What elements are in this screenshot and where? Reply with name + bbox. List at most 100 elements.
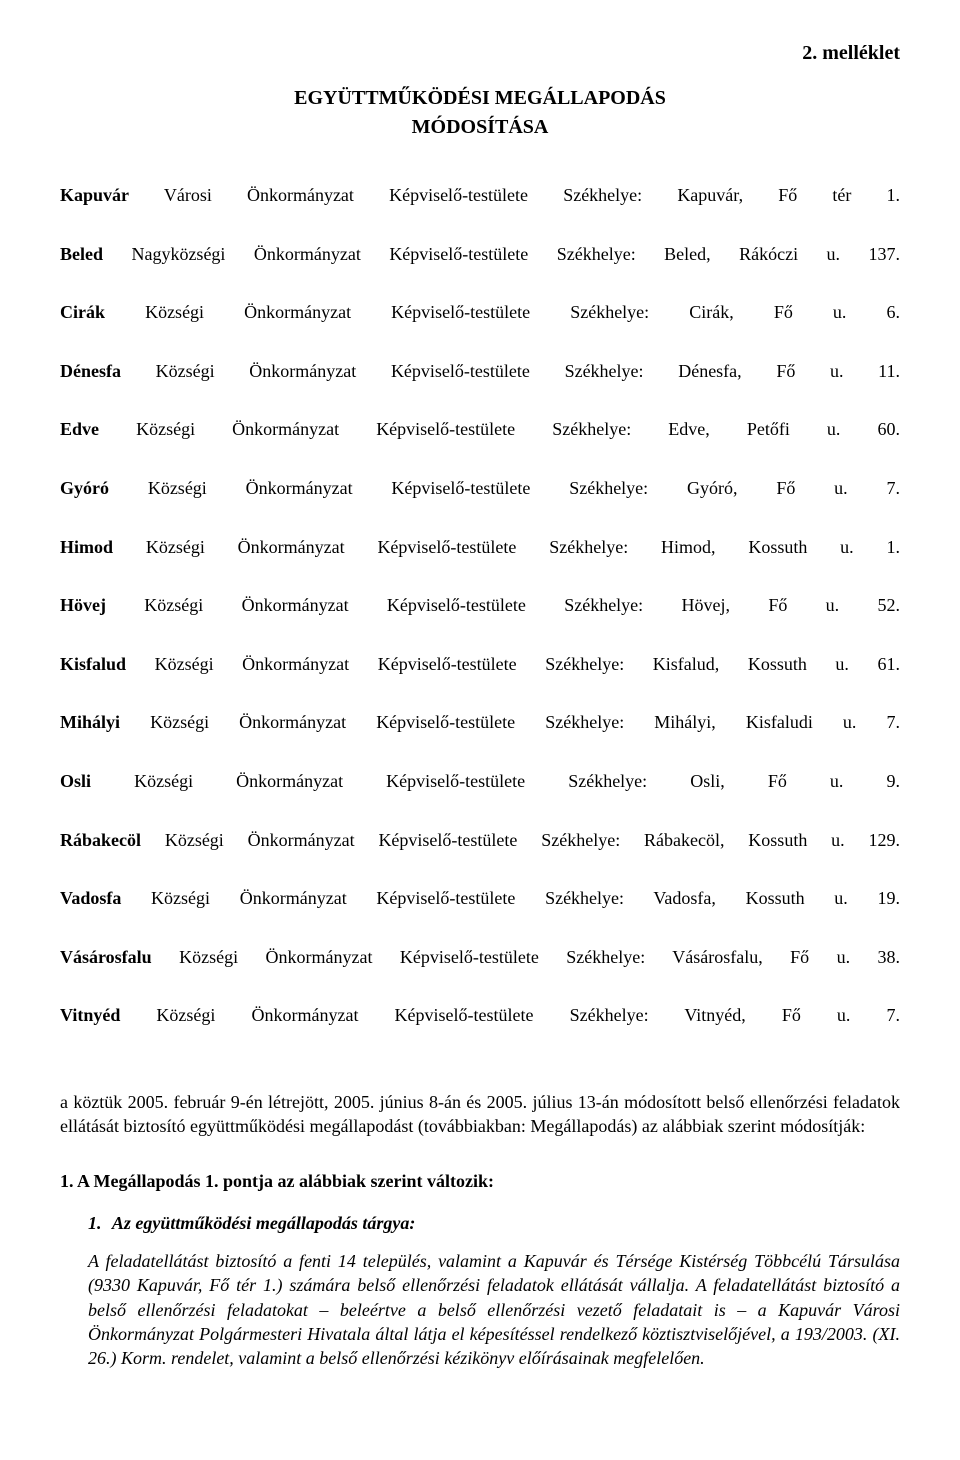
- section-1-item: 1. Az együttműködési megállapodás tárgya…: [88, 1211, 900, 1235]
- entity-name-bold: Edve: [60, 419, 99, 439]
- entity-body: Képviselő-testülete: [378, 830, 541, 850]
- entity-seat: Dénesfa, Fő u. 11.: [678, 361, 900, 381]
- entity-seat-label: Székhelye:: [545, 654, 653, 674]
- entity-name-rest: Községi Önkormányzat: [91, 771, 386, 791]
- entity-row: Rábakecöl Községi Önkormányzat Képviselő…: [60, 828, 900, 877]
- entity-body: Képviselő-testülete: [376, 888, 545, 908]
- entity-seat: Edve, Petőfi u. 60.: [668, 419, 900, 439]
- entity-row: Edve Községi Önkormányzat Képviselő-test…: [60, 417, 900, 466]
- entity-name-rest: Községi Önkormányzat: [152, 947, 400, 967]
- entity-seat-label: Székhelye:: [565, 361, 679, 381]
- entity-name-bold: Vásárosfalu: [60, 947, 152, 967]
- entity-name-bold: Kisfalud: [60, 654, 126, 674]
- entity-seat: Vitnyéd, Fő u. 7.: [684, 1005, 900, 1025]
- entity-row: Vitnyéd Községi Önkormányzat Képviselő-t…: [60, 1003, 900, 1052]
- entity-seat-label: Székhelye:: [568, 771, 690, 791]
- annex-label: 2. melléklet: [60, 40, 900, 67]
- entity-name-bold: Hövej: [60, 595, 106, 615]
- item-number: 1.: [88, 1211, 108, 1235]
- entity-name-rest: Községi Önkormányzat: [121, 361, 391, 381]
- entity-name-bold: Vitnyéd: [60, 1005, 120, 1025]
- entity-body: Képviselő-testülete: [395, 1005, 570, 1025]
- section-1-heading: 1. A Megállapodás 1. pontja az alábbiak …: [60, 1169, 900, 1193]
- entity-name-rest: Községi Önkormányzat: [141, 830, 378, 850]
- entity-body: Képviselő-testülete: [387, 595, 564, 615]
- entity-seat-label: Székhelye:: [566, 947, 672, 967]
- entity-seat-label: Székhelye:: [557, 244, 664, 264]
- entity-body: Képviselő-testülete: [391, 302, 570, 322]
- entity-seat: Gyóró, Fő u. 7.: [687, 478, 900, 498]
- entity-seat-label: Székhelye:: [552, 419, 668, 439]
- entity-seat-label: Székhelye:: [570, 302, 689, 322]
- entity-row: Cirák Községi Önkormányzat Képviselő-tes…: [60, 300, 900, 349]
- entity-name-bold: Kapuvár: [60, 185, 129, 205]
- doc-title: EGYÜTTMŰKÖDÉSI MEGÁLLAPODÁS: [60, 85, 900, 112]
- entity-seat-label: Székhelye:: [545, 888, 653, 908]
- entity-seat: Cirák, Fő u. 6.: [689, 302, 900, 322]
- entity-name-bold: Gyóró: [60, 478, 109, 498]
- entity-seat-label: Székhelye:: [569, 478, 687, 498]
- entity-seat: Mihályi, Kisfaludi u. 7.: [654, 712, 900, 732]
- entity-seat: Osli, Fő u. 9.: [690, 771, 900, 791]
- entity-seat: Himod, Kossuth u. 1.: [661, 537, 900, 557]
- entity-name-rest: Községi Önkormányzat: [121, 888, 376, 908]
- entity-name-rest: Községi Önkormányzat: [106, 595, 387, 615]
- entity-name-rest: Községi Önkormányzat: [99, 419, 376, 439]
- entity-row: Vadosfa Községi Önkormányzat Képviselő-t…: [60, 886, 900, 935]
- entity-body: Képviselő-testülete: [376, 419, 552, 439]
- entity-name-rest: Községi Önkormányzat: [120, 712, 376, 732]
- entity-body: Képviselő-testülete: [386, 771, 568, 791]
- entity-seat-label: Székhelye:: [564, 595, 681, 615]
- section-1-body: A feladatellátást biztosító a fenti 14 t…: [88, 1249, 900, 1370]
- entity-name-rest: Községi Önkormányzat: [113, 537, 377, 557]
- entity-row: Dénesfa Községi Önkormányzat Képviselő-t…: [60, 359, 900, 408]
- entity-seat: Hövej, Fő u. 52.: [682, 595, 900, 615]
- entity-row: Mihályi Községi Önkormányzat Képviselő-t…: [60, 710, 900, 759]
- entity-body: Képviselő-testülete: [389, 185, 563, 205]
- entity-name-bold: Vadosfa: [60, 888, 121, 908]
- entity-row: Hövej Községi Önkormányzat Képviselő-tes…: [60, 593, 900, 642]
- entity-seat-label: Székhelye:: [545, 712, 654, 732]
- entity-name-rest: Községi Önkormányzat: [126, 654, 378, 674]
- entity-seat: Beled, Rákóczi u. 137.: [664, 244, 900, 264]
- entity-seat-label: Székhelye:: [541, 830, 644, 850]
- entity-name-bold: Himod: [60, 537, 113, 557]
- entity-name-rest: Községi Önkormányzat: [105, 302, 391, 322]
- entity-body: Képviselő-testülete: [389, 244, 556, 264]
- entity-row: Osli Községi Önkormányzat Képviselő-test…: [60, 769, 900, 818]
- entity-seat-label: Székhelye:: [570, 1005, 685, 1025]
- entity-body: Képviselő-testülete: [391, 361, 565, 381]
- entity-body: Képviselő-testülete: [377, 537, 549, 557]
- entity-body: Képviselő-testülete: [400, 947, 566, 967]
- intro-paragraph: a köztük 2005. február 9-én létrejött, 2…: [60, 1090, 900, 1139]
- entity-row: Himod Községi Önkormányzat Képviselő-tes…: [60, 535, 900, 584]
- entity-name-bold: Mihályi: [60, 712, 120, 732]
- entity-row: Beled Nagyközségi Önkormányzat Képviselő…: [60, 242, 900, 291]
- item-title: Az együttműködési megállapodás tárgya:: [112, 1213, 416, 1233]
- entity-name-rest: Városi Önkormányzat: [129, 185, 389, 205]
- entity-seat-label: Székhelye:: [563, 185, 677, 205]
- entity-name-bold: Osli: [60, 771, 91, 791]
- entity-row: Gyóró Községi Önkormányzat Képviselő-tes…: [60, 476, 900, 525]
- entity-row: Kapuvár Városi Önkormányzat Képviselő-te…: [60, 183, 900, 232]
- entity-seat: Kisfalud, Kossuth u. 61.: [653, 654, 900, 674]
- entity-list: Kapuvár Városi Önkormányzat Képviselő-te…: [60, 183, 900, 1052]
- entity-row: Kisfalud Községi Önkormányzat Képviselő-…: [60, 652, 900, 701]
- entity-row: Vásárosfalu Községi Önkormányzat Képvise…: [60, 945, 900, 994]
- entity-seat: Vásárosfalu, Fő u. 38.: [672, 947, 900, 967]
- entity-name-bold: Rábakecöl: [60, 830, 141, 850]
- entity-body: Képviselő-testülete: [391, 478, 569, 498]
- entity-body: Képviselő-testülete: [378, 654, 546, 674]
- entity-name-bold: Beled: [60, 244, 103, 264]
- entity-seat-label: Székhelye:: [549, 537, 661, 557]
- entity-name-rest: Községi Önkormányzat: [109, 478, 391, 498]
- doc-subtitle: MÓDOSÍTÁSA: [60, 114, 900, 141]
- entity-name-bold: Cirák: [60, 302, 105, 322]
- entity-name-rest: Nagyközségi Önkormányzat: [103, 244, 389, 264]
- entity-seat: Kapuvár, Fő tér 1.: [677, 185, 900, 205]
- entity-seat: Vadosfa, Kossuth u. 19.: [653, 888, 900, 908]
- entity-name-rest: Községi Önkormányzat: [120, 1005, 394, 1025]
- entity-body: Képviselő-testülete: [376, 712, 545, 732]
- entity-name-bold: Dénesfa: [60, 361, 121, 381]
- entity-seat: Rábakecöl, Kossuth u. 129.: [644, 830, 900, 850]
